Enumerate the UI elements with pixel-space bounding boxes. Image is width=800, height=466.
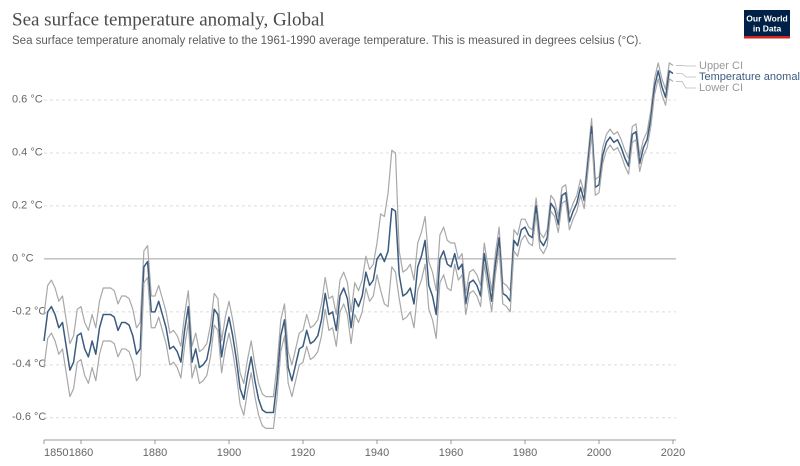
y-tick-label: 0.4 °C (12, 146, 43, 158)
x-tick-label: 1880 (143, 447, 167, 459)
chart-title: Sea surface temperature anomaly, Global (12, 9, 325, 30)
y-tick-label: -0.4 °C (12, 358, 46, 370)
x-tick-label: 1920 (291, 447, 315, 459)
logo[interactable]: Our World in Data (744, 10, 790, 39)
y-tick-label: -0.6 °C (12, 411, 46, 423)
x-tick-label: 1960 (439, 447, 463, 459)
x-tick-label: 1860 (69, 447, 93, 459)
legend-connector (676, 81, 696, 89)
y-tick-label: 0 °C (12, 252, 34, 264)
logo-box (744, 10, 790, 38)
legend-label: Temperature anomaly (699, 71, 800, 83)
line (43, 78, 674, 430)
y-tick-label: 0.2 °C (12, 199, 43, 211)
logo-text: in Data (753, 23, 782, 33)
logo-bar (744, 36, 790, 39)
logo-text: Our World (746, 13, 787, 23)
line (43, 70, 674, 414)
x-tick-label: 1940 (365, 447, 389, 459)
line (43, 62, 674, 398)
legend-label: Lower CI (699, 82, 743, 94)
y-tick-label: 0.6 °C (12, 93, 43, 105)
x-tick-label: 1850 (44, 447, 68, 459)
x-tick-label: 1900 (217, 447, 241, 459)
legend-label: Upper CI (699, 60, 743, 72)
x-tick-label: 2020 (661, 447, 685, 459)
y-tick-label: -0.2 °C (12, 305, 46, 317)
legend-connector (676, 73, 696, 78)
x-tick-label: 1980 (513, 447, 537, 459)
chart-subtitle: Sea surface temperature anomaly relative… (12, 35, 642, 47)
x-tick-label: 2000 (587, 447, 611, 459)
